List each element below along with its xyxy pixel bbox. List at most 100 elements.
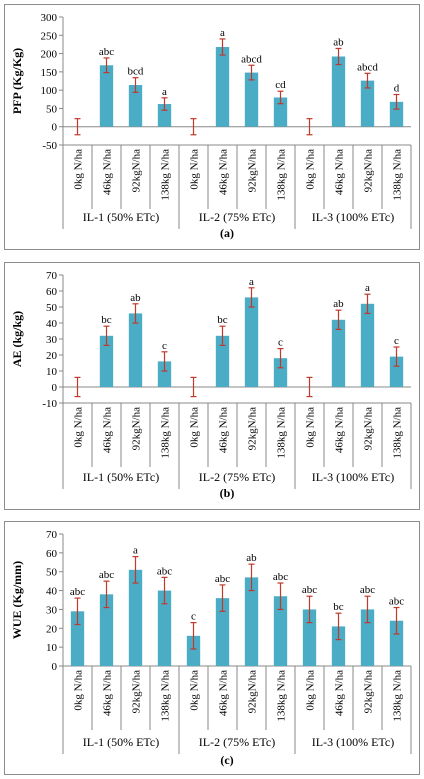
significance-letter: abc bbox=[70, 586, 85, 598]
group-label: IL-1 (50% ETc) bbox=[83, 470, 159, 484]
bar bbox=[157, 361, 172, 387]
significance-letter: a bbox=[249, 276, 254, 288]
significance-letter: ab bbox=[333, 36, 344, 48]
group-label: IL-1 (50% ETc) bbox=[83, 735, 159, 749]
significance-letter: a bbox=[365, 282, 370, 294]
bar bbox=[389, 620, 404, 666]
y-tick-label: 50 bbox=[46, 302, 58, 314]
y-tick-label: 20 bbox=[46, 623, 58, 635]
y-tick-label: 60 bbox=[46, 286, 58, 298]
category-label: 138kg N/ha bbox=[276, 407, 288, 459]
significance-letter: bcd bbox=[128, 66, 144, 78]
y-tick-label: 30 bbox=[46, 604, 58, 616]
y-tick-label: 40 bbox=[46, 318, 58, 330]
y-tick-label: -50 bbox=[42, 140, 57, 152]
group-label: IL-2 (75% ETc) bbox=[199, 470, 275, 484]
bar bbox=[215, 335, 230, 387]
category-label: 0kg N/ha bbox=[189, 670, 201, 711]
category-label: 0kg N/ha bbox=[189, 149, 201, 190]
y-tick-label: 30 bbox=[46, 334, 58, 346]
significance-letter: c bbox=[278, 337, 283, 349]
category-label: 46kg N/ha bbox=[334, 407, 346, 453]
category-label: 46kg N/ha bbox=[218, 149, 230, 195]
y-tick-label: 40 bbox=[46, 586, 58, 598]
significance-letter: abc bbox=[389, 596, 404, 608]
bar bbox=[302, 609, 317, 666]
category-label: 92kgN/ha bbox=[247, 149, 259, 193]
bar bbox=[273, 97, 288, 127]
significance-letter: abcd bbox=[357, 61, 378, 73]
significance-letter: a bbox=[162, 86, 167, 98]
category-label: 92kgN/ha bbox=[247, 670, 259, 714]
category-label: 92kgN/ha bbox=[131, 670, 143, 714]
bar bbox=[215, 598, 230, 666]
group-label: IL-1 (50% ETc) bbox=[83, 210, 159, 224]
significance-letter: abcd bbox=[241, 53, 262, 65]
category-label: 92kgN/ha bbox=[131, 149, 143, 193]
category-label: 0kg N/ha bbox=[73, 670, 85, 711]
bar bbox=[99, 65, 114, 127]
significance-letter: abc bbox=[157, 565, 172, 577]
y-tick-label: 0 bbox=[52, 122, 58, 134]
chart-panel-ae: AE (kg/kg) -10 0 10 20 30 40 50 60 70 0kg N/ha bc 46… bbox=[4, 262, 420, 510]
significance-letter: cd bbox=[275, 79, 286, 91]
category-label: 46kg N/ha bbox=[218, 670, 230, 716]
bar bbox=[99, 594, 114, 666]
category-label: 138kg N/ha bbox=[392, 670, 404, 722]
significance-letter: abc bbox=[99, 569, 114, 581]
chart-panel-wue: WUE (Kg/mm) 0 10 20 30 40 50 60 70 abc 0kg N/ha abc… bbox=[4, 521, 420, 775]
bar bbox=[273, 358, 288, 387]
panel-caption: (a) bbox=[220, 226, 234, 240]
bar bbox=[157, 104, 172, 127]
category-label: 138kg N/ha bbox=[160, 670, 172, 722]
category-label: 92kgN/ha bbox=[363, 407, 375, 451]
y-tick-label: 70 bbox=[46, 529, 58, 541]
y-tick-label: 200 bbox=[41, 49, 58, 61]
bar bbox=[244, 577, 259, 666]
bar bbox=[360, 609, 375, 666]
category-label: 46kg N/ha bbox=[102, 407, 114, 453]
chart-svg: AE (kg/kg) -10 0 10 20 30 40 50 60 70 0kg N/ha bc 46… bbox=[10, 270, 412, 500]
significance-letter: ab bbox=[130, 292, 141, 304]
bar bbox=[99, 335, 114, 387]
category-label: 0kg N/ha bbox=[73, 149, 85, 190]
y-axis-label: WUE (Kg/mm) bbox=[10, 561, 24, 639]
y-tick-label: 0 bbox=[52, 661, 58, 673]
significance-letter: a bbox=[133, 545, 138, 557]
panel-caption: (b) bbox=[220, 486, 235, 500]
category-label: 138kg N/ha bbox=[392, 407, 404, 459]
y-tick-label: 50 bbox=[46, 103, 58, 115]
y-tick-label: 0 bbox=[52, 382, 58, 394]
y-tick-label: 70 bbox=[46, 270, 58, 282]
bar bbox=[128, 569, 143, 666]
significance-letter: abc bbox=[99, 46, 114, 58]
category-label: 46kg N/ha bbox=[102, 149, 114, 195]
category-label: 46kg N/ha bbox=[334, 670, 346, 716]
y-tick-label: 150 bbox=[41, 67, 58, 79]
category-label: 92kgN/ha bbox=[363, 149, 375, 193]
significance-letter: d bbox=[394, 83, 400, 95]
category-label: 138kg N/ha bbox=[160, 407, 172, 459]
significance-letter: c bbox=[162, 340, 167, 352]
bar bbox=[389, 356, 404, 387]
group-label: IL-2 (75% ETc) bbox=[199, 735, 275, 749]
category-label: 92kgN/ha bbox=[363, 670, 375, 714]
bar bbox=[331, 626, 346, 666]
bar bbox=[157, 590, 172, 666]
y-tick-label: 250 bbox=[41, 30, 58, 42]
bar bbox=[331, 56, 346, 127]
bar bbox=[360, 303, 375, 387]
category-label: 138kg N/ha bbox=[276, 670, 288, 722]
y-tick-label: 50 bbox=[46, 567, 58, 579]
significance-letter: bc bbox=[217, 314, 228, 326]
bar bbox=[244, 72, 259, 127]
category-label: 138kg N/ha bbox=[276, 149, 288, 201]
bar bbox=[70, 611, 85, 666]
group-label: IL-3 (100% ETc) bbox=[312, 735, 394, 749]
significance-letter: abc bbox=[302, 584, 317, 596]
category-label: 92kgN/ha bbox=[131, 407, 143, 451]
category-label: 0kg N/ha bbox=[305, 407, 317, 448]
y-axis-label: PFP (Kg/Kg) bbox=[10, 48, 24, 114]
category-label: 46kg N/ha bbox=[218, 407, 230, 453]
